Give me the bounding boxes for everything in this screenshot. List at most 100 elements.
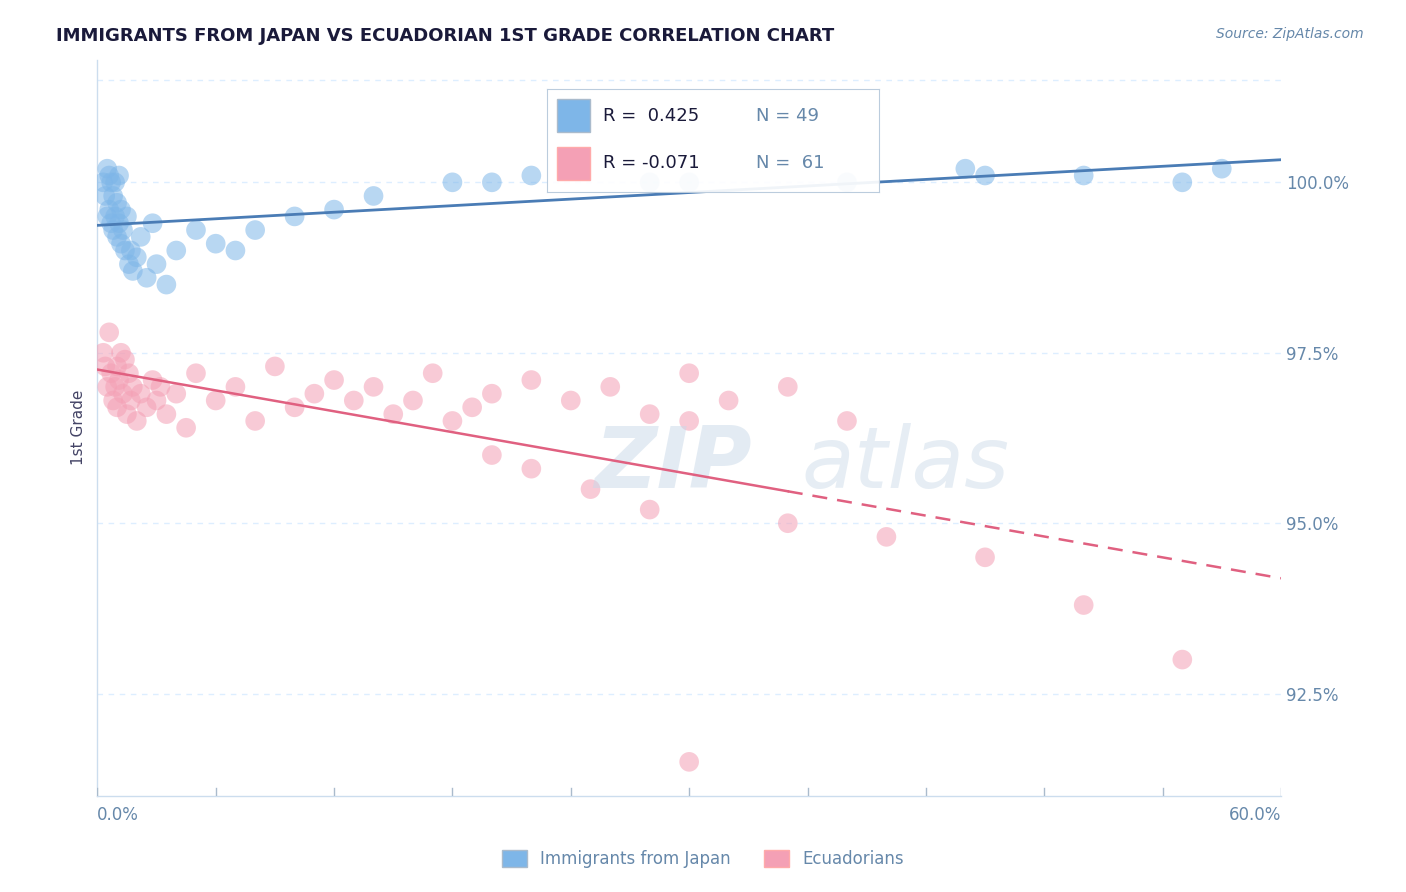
Point <box>108 373 131 387</box>
Point <box>638 407 661 421</box>
Point <box>120 244 142 258</box>
Point <box>94 359 117 374</box>
Point <box>142 216 165 230</box>
Point <box>129 386 152 401</box>
Point <box>101 189 124 203</box>
Point <box>717 393 740 408</box>
Point <box>98 169 121 183</box>
Point <box>135 270 157 285</box>
Point <box>105 401 128 415</box>
Point <box>105 230 128 244</box>
Point <box>115 210 138 224</box>
Point <box>104 380 127 394</box>
Point <box>145 393 167 408</box>
Point <box>110 345 132 359</box>
Text: ZIP: ZIP <box>595 423 752 506</box>
Point <box>284 401 307 415</box>
Point <box>264 359 287 374</box>
Point <box>481 175 503 189</box>
Text: atlas: atlas <box>801 423 1010 506</box>
Point <box>520 461 543 475</box>
Point <box>174 421 197 435</box>
Text: 0.0%: 0.0% <box>97 806 139 824</box>
Point <box>101 393 124 408</box>
Point <box>974 550 997 565</box>
Point <box>1073 169 1095 183</box>
Point <box>94 189 117 203</box>
Point <box>284 210 307 224</box>
Point <box>108 169 131 183</box>
Point <box>678 175 700 189</box>
Point <box>776 380 799 394</box>
Point <box>204 236 226 251</box>
Point <box>520 373 543 387</box>
Point <box>974 169 997 183</box>
Point <box>96 380 118 394</box>
Point <box>382 407 405 421</box>
Point <box>110 236 132 251</box>
Point <box>835 414 858 428</box>
Point <box>243 414 266 428</box>
Point <box>1171 175 1194 189</box>
Point <box>115 407 138 421</box>
Point <box>108 216 131 230</box>
Point <box>1211 161 1233 176</box>
Point <box>118 257 141 271</box>
Point <box>678 366 700 380</box>
Point <box>155 407 177 421</box>
Point <box>105 195 128 210</box>
Point <box>224 244 246 258</box>
Point <box>422 366 444 380</box>
Point <box>304 386 326 401</box>
Point <box>204 393 226 408</box>
Point <box>110 202 132 217</box>
Point <box>363 380 385 394</box>
Point <box>104 175 127 189</box>
Point <box>184 366 207 380</box>
Point <box>184 223 207 237</box>
Point <box>100 366 122 380</box>
Point <box>96 210 118 224</box>
Point <box>155 277 177 292</box>
Point <box>111 223 134 237</box>
Point <box>98 202 121 217</box>
Point <box>323 202 346 217</box>
Point <box>1073 598 1095 612</box>
Point <box>481 448 503 462</box>
Point <box>104 210 127 224</box>
Point <box>461 401 484 415</box>
Point <box>224 380 246 394</box>
Point <box>100 216 122 230</box>
Point <box>91 345 114 359</box>
Point <box>91 175 114 189</box>
Point <box>638 175 661 189</box>
Point <box>121 380 143 394</box>
Point <box>323 373 346 387</box>
Point <box>101 223 124 237</box>
Point <box>441 414 464 428</box>
Point <box>402 393 425 408</box>
Point <box>165 244 187 258</box>
Point <box>125 250 148 264</box>
Point <box>129 230 152 244</box>
Point <box>145 257 167 271</box>
Point <box>98 326 121 340</box>
Point <box>955 161 977 176</box>
Point <box>343 393 366 408</box>
Text: Source: ZipAtlas.com: Source: ZipAtlas.com <box>1216 27 1364 41</box>
Point <box>100 175 122 189</box>
Point <box>579 482 602 496</box>
Point <box>560 393 582 408</box>
Point <box>121 264 143 278</box>
Point <box>96 161 118 176</box>
Point <box>638 502 661 516</box>
Point <box>165 386 187 401</box>
Point <box>776 516 799 531</box>
Point <box>599 380 621 394</box>
Point <box>520 169 543 183</box>
Point <box>120 393 142 408</box>
Point <box>105 359 128 374</box>
Point <box>135 401 157 415</box>
Y-axis label: 1st Grade: 1st Grade <box>72 390 86 466</box>
Point <box>678 414 700 428</box>
